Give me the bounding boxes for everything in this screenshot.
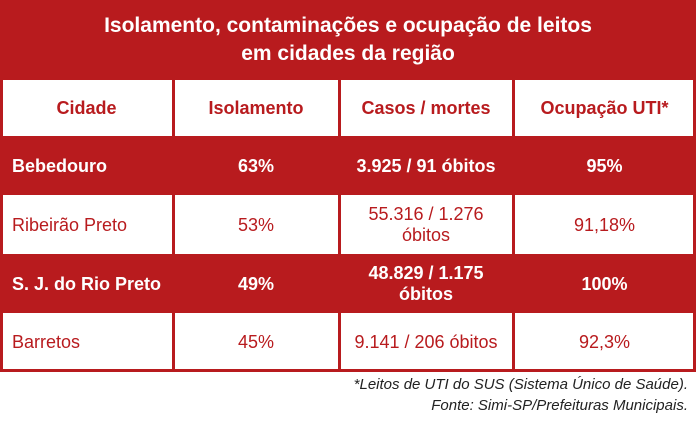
cell-city: Bebedouro [12, 155, 108, 176]
cell-icu: 100% [581, 273, 628, 294]
column-divider [172, 80, 175, 372]
table-title: Isolamento, contaminações e ocupação de … [0, 0, 696, 80]
header-cases: Casos / mortes [361, 98, 491, 118]
table-row: Barretos 45% 9.141 / 206 óbitos 92,3% [0, 313, 696, 372]
cell-cases: 48.829 / 1.175 óbitos [368, 263, 484, 304]
table-row: S. J. do Rio Preto 49% 48.829 / 1.175 ób… [0, 255, 696, 313]
cell-isolation: 45% [237, 332, 275, 352]
header-row: Cidade Isolamento Casos / mortes Ocupaçã… [0, 80, 696, 137]
table-row: Ribeirão Preto 53% 55.316 / 1.276 óbitos… [0, 195, 696, 255]
cell-city: S. J. do Rio Preto [12, 273, 162, 294]
data-table: Isolamento, contaminações e ocupação de … [0, 0, 696, 372]
table-notes: *Leitos de UTI do SUS (Sistema Único de … [354, 374, 688, 416]
cell-city: Barretos [12, 332, 81, 352]
footnote: *Leitos de UTI do SUS (Sistema Único de … [353, 376, 688, 393]
row-divider [0, 136, 696, 139]
cell-isolation: 53% [237, 214, 275, 235]
cell-isolation: 63% [237, 155, 275, 176]
header-city: Cidade [56, 98, 117, 118]
header-isolation: Isolamento [208, 98, 304, 118]
cell-city: Ribeirão Preto [12, 214, 128, 235]
cell-isolation: 49% [237, 273, 275, 294]
cell-cases: 55.316 / 1.276 óbitos [368, 204, 484, 245]
column-divider [512, 80, 515, 372]
cell-cases: 9.141 / 206 óbitos [354, 332, 498, 352]
header-icu: Ocupação UTI* [540, 98, 669, 118]
table-row: Bebedouro 63% 3.925 / 91 óbitos 95% [0, 137, 696, 195]
row-divider [0, 254, 696, 257]
cell-icu: 91,18% [573, 214, 636, 235]
table-title-line-1: Isolamento, contaminações e ocupação de … [104, 14, 592, 37]
source-credit: Fonte: Simi-SP/Prefeituras Municipais. [431, 397, 688, 414]
cell-cases: 3.925 / 91 óbitos [356, 155, 496, 176]
column-divider [338, 80, 341, 372]
cell-icu: 95% [586, 155, 623, 176]
cell-icu: 92,3% [578, 332, 631, 352]
table-title-line-2: em cidades da região [241, 42, 455, 65]
